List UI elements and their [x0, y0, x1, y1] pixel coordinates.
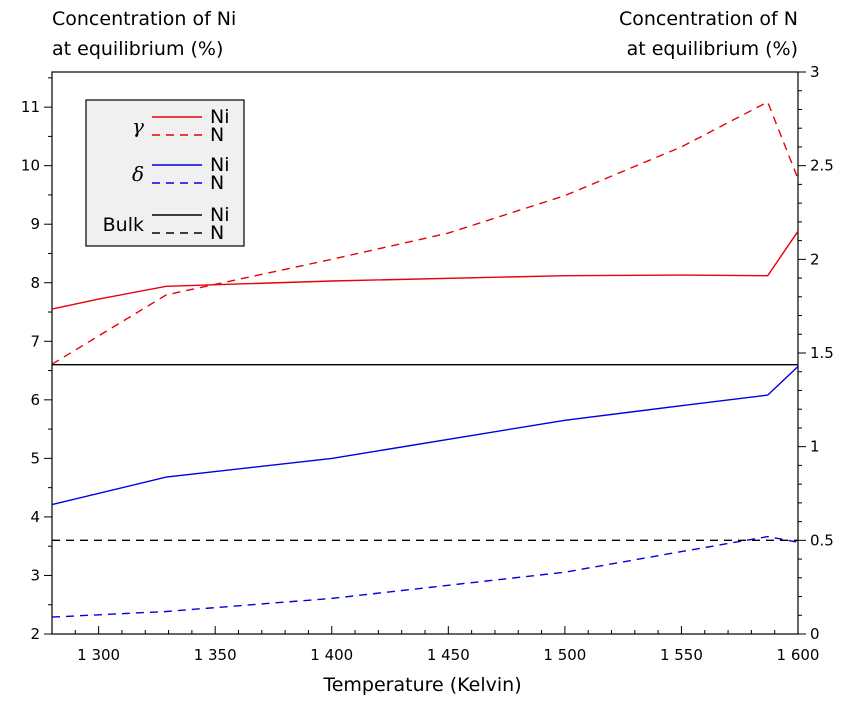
x-tick-label: 1 350: [194, 646, 237, 664]
y-right-tick-label: 3: [810, 63, 820, 81]
y-right-tick-label: 2.5: [810, 157, 834, 175]
y-right-tick-label: 1: [810, 438, 820, 456]
x-tick-label: 1 600: [777, 646, 820, 664]
series-line-delta-ni: [51, 365, 799, 506]
y-left-tick-label: 9: [30, 215, 40, 233]
legend-group-label-bulk: Bulk: [103, 214, 144, 236]
y-left-tick-label: 5: [30, 449, 40, 467]
legend-entry-gamma-n: N: [210, 124, 224, 146]
y-left-tick-label: 11: [21, 98, 40, 116]
right-axis-label-line-2: at equilibrium (%): [626, 38, 798, 60]
legend-entry-gamma-ni: Ni: [210, 106, 230, 128]
legend-box: [85, 99, 245, 247]
y-left-tick-label: 8: [30, 274, 40, 292]
y-right-tick-label: 2: [810, 250, 820, 268]
legend-entry-bulk-n: N: [210, 222, 224, 244]
y-left-tick-label: 2: [30, 625, 40, 643]
y-left-tick-label: 3: [30, 566, 40, 584]
y-right-tick-label: 0: [810, 625, 820, 643]
legend-entry-delta-ni: Ni: [210, 154, 230, 176]
legend-entry-bulk-ni: Ni: [210, 204, 230, 226]
y-right-tick-label: 1.5: [810, 344, 834, 362]
series-line-gamma-n: [51, 101, 799, 365]
y-left-tick-label: 6: [30, 391, 40, 409]
y-right-tick-label: 0.5: [810, 531, 834, 549]
x-tick-label: 1 550: [660, 646, 703, 664]
x-tick-label: 1 450: [427, 646, 470, 664]
y-left-tick-label: 4: [30, 508, 40, 526]
left-axis-label-line-2: at equilibrium (%): [52, 38, 224, 60]
left-axis-label: Concentration of Ni at equilibrium (%): [52, 4, 236, 64]
axis-ticks: 1 300 1 350 1 400 1 450 1 500 1 550 1 600 2 3 4 5 6…: [21, 63, 834, 664]
x-axis-label: Temperature (Kelvin): [323, 674, 522, 696]
y-left-tick-label: 7: [30, 332, 40, 350]
series-line-delta-n: [51, 535, 799, 618]
legend-entry-delta-n: N: [210, 172, 224, 194]
x-tick-label: 1 400: [310, 646, 353, 664]
legend-group-label-delta: δ: [132, 162, 144, 186]
y-left-tick-label: 10: [21, 157, 40, 175]
legend-group-label-gamma: γ: [132, 114, 144, 138]
x-tick-label: 1 500: [543, 646, 586, 664]
right-axis-label: Concentration of N at equilibrium (%): [619, 4, 798, 64]
series-lines: [51, 101, 799, 618]
right-axis-label-line-1: Concentration of N: [618, 8, 798, 30]
x-tick-label: 1 300: [77, 646, 120, 664]
series-line-gamma-ni: [51, 230, 799, 310]
left-axis-label-line-1: Concentration of Ni: [52, 8, 237, 30]
